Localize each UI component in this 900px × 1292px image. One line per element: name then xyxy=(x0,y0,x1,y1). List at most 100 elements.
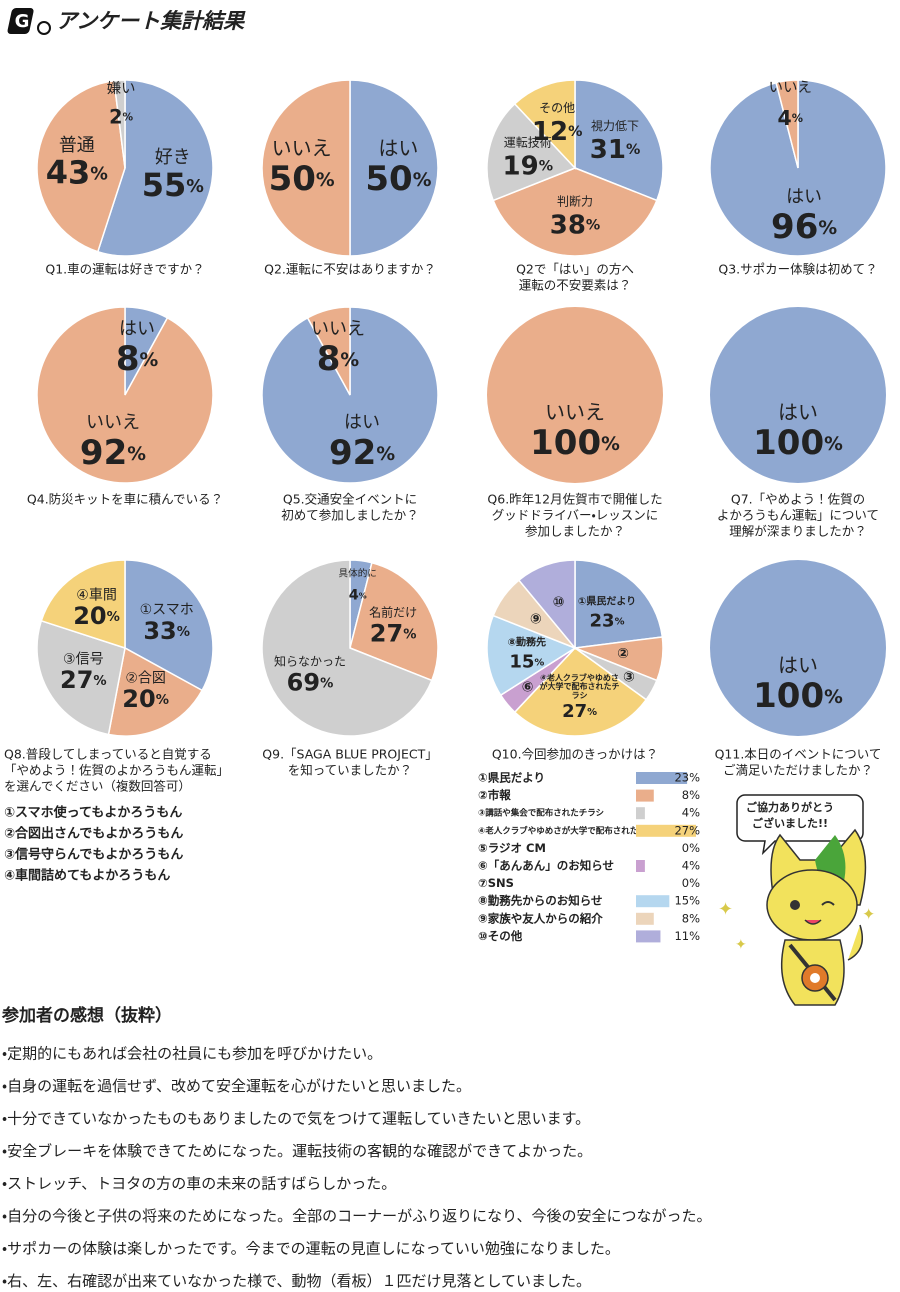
pie-slice xyxy=(513,79,576,170)
category-label: 好き xyxy=(155,147,191,168)
category-label: いいえ xyxy=(769,80,812,96)
legend-bar xyxy=(636,860,645,872)
legend-bar xyxy=(636,930,661,943)
pie-slice xyxy=(261,559,433,737)
comment: ・サポカーの体験は楽しかったです。今までの運転の見直しになっていい勉強になりまし… xyxy=(2,1240,620,1258)
question-title: を知っていましたか？ xyxy=(288,763,412,778)
page-title: アンケート集計結果 xyxy=(56,9,246,33)
pie-slice xyxy=(492,167,658,257)
value-label: 27% xyxy=(562,701,597,722)
question-title: Q4.防災キットを車に積んでいる？ xyxy=(27,492,223,507)
legend-value: 0% xyxy=(682,876,700,890)
pie-slice xyxy=(107,646,204,737)
question-title: グッドドライバー・レッスンに xyxy=(492,508,659,523)
pie-slice xyxy=(349,561,439,682)
pie-slice xyxy=(36,79,126,253)
category-label: はい xyxy=(344,412,380,433)
pie-slice xyxy=(574,559,664,649)
value-label: 55% xyxy=(142,166,205,204)
category-label: 視力低下 xyxy=(591,119,639,133)
value-label: 96% xyxy=(771,206,837,246)
legend-bar xyxy=(636,912,654,925)
comment: ・ストレッチ、トヨタの方の車の未来の話すばらしかった。 xyxy=(2,1175,396,1193)
question-title: Q11.本日のイベントについて xyxy=(715,747,882,762)
category-label: 普通 xyxy=(59,135,95,156)
pie-slice xyxy=(486,614,577,697)
question-title: ご満足いただけましたか？ xyxy=(723,763,873,778)
legend-value: 11% xyxy=(674,929,700,943)
category-label: 知らなかった xyxy=(274,655,346,669)
slice-label: ③ xyxy=(623,670,635,686)
value-label: 8% xyxy=(116,339,159,379)
comment: ・右、左、右確認が出来ていなかった様で、動物（看板）１匹だけ見落としていました。 xyxy=(2,1272,591,1288)
question-title: Q10.今回参加のきっかけは？ xyxy=(492,747,658,762)
question-title: Q2.運転に不安はありますか？ xyxy=(264,262,436,277)
pie-slice xyxy=(574,79,664,202)
value-label: 38% xyxy=(550,210,601,240)
legend-label: ⑩その他 xyxy=(478,929,523,943)
legend-label: ⑨家族や友人からの紹介 xyxy=(478,911,603,925)
category-label: ④車間 xyxy=(76,587,117,604)
value-label: 2% xyxy=(109,105,133,128)
slice-label: ② xyxy=(617,646,629,662)
comment: ・自分の今後と子供の将来のためになった。全部のコーナーがふり返りになり、今後の安… xyxy=(2,1207,712,1225)
logo: G xyxy=(7,8,51,35)
slice-label: ⑥ xyxy=(522,679,534,695)
svg-text:G: G xyxy=(15,11,30,32)
category-label: その他 xyxy=(539,101,575,115)
option-text: ③信号守らんでもよかろうもん xyxy=(4,847,183,863)
value-label: 12% xyxy=(532,117,583,147)
pie-slice xyxy=(513,647,648,737)
legend-label: ①県民だより xyxy=(478,771,545,785)
question-title: Q3.サポカー体験は初めて？ xyxy=(718,262,877,277)
question-title: Q7.「やめよう！佐賀の xyxy=(731,492,865,507)
legend-label: ⑤ラジオ CM xyxy=(478,841,546,855)
question-title: 理解が深まりましたか？ xyxy=(729,524,867,539)
question-title: 初めて参加しましたか？ xyxy=(281,508,419,523)
question-title: よかろうもん運転」について xyxy=(717,508,879,523)
speech-bubble: ご協力ありがとう ございました!! xyxy=(736,794,864,856)
comment: ・安全ブレーキを体験できてためになった。運転技術の客観的な確認ができてよかった。 xyxy=(2,1142,592,1160)
svg-text:✦: ✦ xyxy=(735,937,747,953)
option-text: ④車間詰めてもよかろうもん xyxy=(4,868,170,884)
category-label: 判断力 xyxy=(557,195,593,209)
slice-label: ⑧勤務先 xyxy=(508,636,546,649)
value-label: 43% xyxy=(46,154,109,192)
question-title: 参加しましたか？ xyxy=(525,524,625,539)
value-label: 100% xyxy=(753,422,843,462)
section-title: 参加者の感想（抜粋） xyxy=(1,1005,172,1026)
category-label: 嫌い xyxy=(107,80,136,97)
pie-slice xyxy=(124,559,214,692)
legend-label: ⑦SNS xyxy=(478,876,514,890)
question-title: 「やめよう！佐賀のよかろうもん運転」 xyxy=(4,763,229,778)
slice-label: ①県民だより xyxy=(578,596,636,608)
bubble-text: ございました!! xyxy=(752,816,828,830)
mascot: ✦ ✦ ✦ xyxy=(718,828,875,1006)
legend-value: 15% xyxy=(674,894,700,908)
legend-value: 4% xyxy=(682,806,700,820)
question-title: Q8.普段してしまっていると自覚する xyxy=(4,747,212,762)
value-label: 4% xyxy=(778,106,803,130)
value-label: 8% xyxy=(317,339,360,379)
comment: ・定期的にもあれば会社の社員にも参加を呼びかけたい。 xyxy=(2,1045,382,1063)
svg-text:✦: ✦ xyxy=(862,905,875,924)
legend-label: ⑧勤務先からのお知らせ xyxy=(478,894,603,908)
question-title: 運転の不安要素は？ xyxy=(519,278,632,293)
value-label: 19% xyxy=(503,151,554,181)
category-label: はい xyxy=(778,400,818,424)
pie-slice xyxy=(261,79,351,257)
category-label: ①スマホ xyxy=(140,602,194,618)
legend-value: 27% xyxy=(674,823,700,837)
category-label: はい xyxy=(378,136,418,160)
pie-slice xyxy=(710,307,886,483)
pie-slice xyxy=(36,306,214,484)
